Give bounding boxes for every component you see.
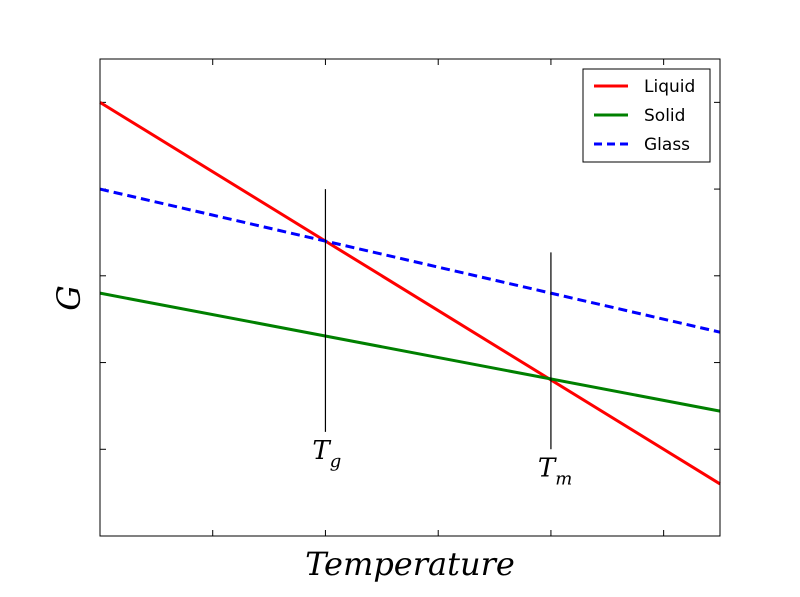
- x-axis-label: Temperature: [305, 545, 515, 583]
- y-axis-label: G: [50, 285, 88, 311]
- legend: Liquid Solid Glass: [582, 68, 711, 163]
- temperature-markers: Tg Tm: [312, 189, 572, 489]
- legend-label-solid: Solid: [644, 106, 685, 126]
- series-lines: [99, 101, 721, 486]
- marker-subscript-g: g: [330, 451, 342, 472]
- series-line-glass: [99, 187, 721, 334]
- plot-frame: [99, 58, 721, 537]
- marker-label-tm: Tm: [538, 453, 572, 489]
- legend-label-liquid: Liquid: [644, 77, 695, 97]
- marker-subscript-m: m: [555, 468, 572, 489]
- marker-label-tg: Tg: [312, 436, 341, 472]
- series-line-solid: [99, 291, 721, 413]
- series-line-liquid: [99, 101, 721, 486]
- legend-label-glass: Glass: [644, 135, 690, 155]
